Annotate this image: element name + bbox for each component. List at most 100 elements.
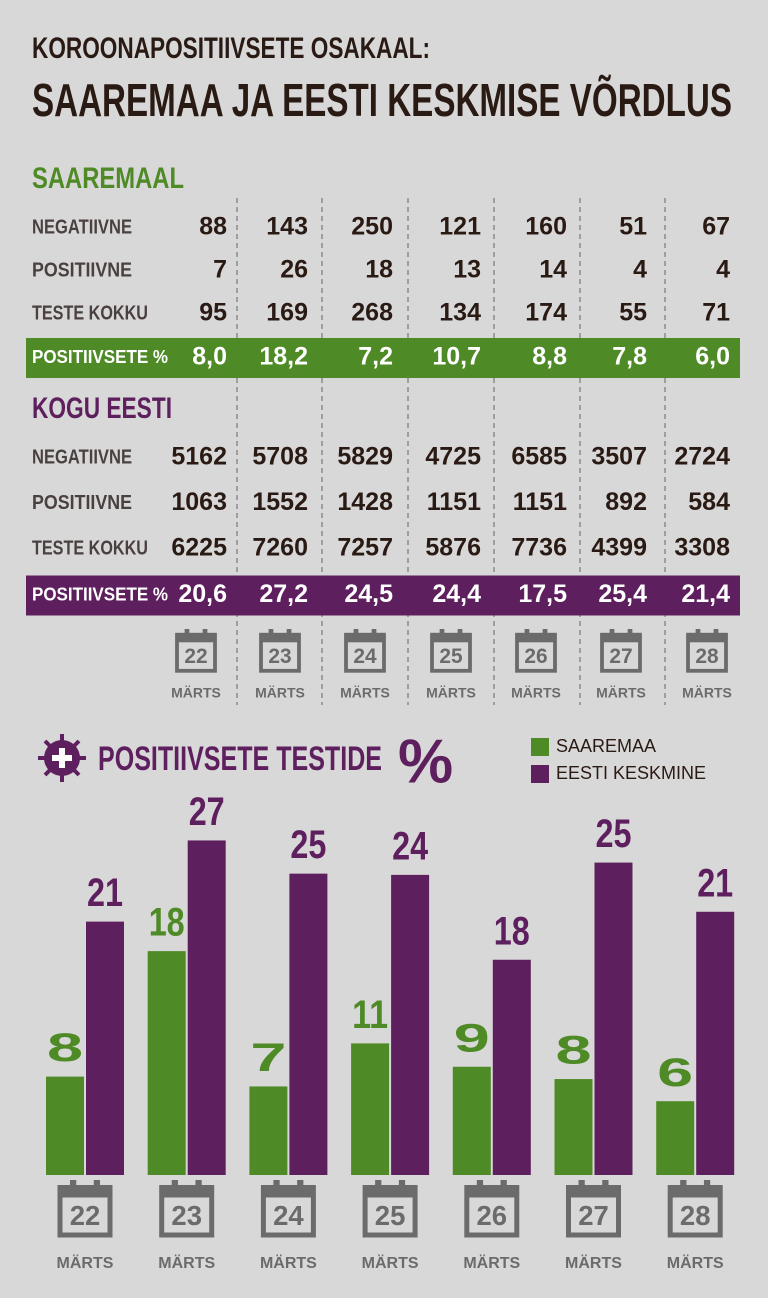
cell-value: 51: [619, 213, 647, 241]
cell-value: 1151: [513, 488, 567, 516]
cell-value: 160: [525, 213, 567, 241]
cell-value: 13: [453, 256, 481, 284]
bar: [187, 840, 226, 1175]
row-label: NEGATIIVNE: [32, 446, 132, 468]
calendar-date: 22: [184, 645, 207, 668]
cell-value: 250: [351, 213, 393, 241]
calendar-date: 27: [578, 1200, 609, 1231]
cell-value: 21,4: [681, 580, 730, 608]
calendar-date: 23: [171, 1200, 202, 1231]
row-label: POSITIIVSETE %: [32, 584, 168, 604]
calendar-ring: [476, 1180, 484, 1193]
calendar-month: MÄRTS: [171, 685, 221, 701]
calendar-icon: 28: [686, 629, 728, 673]
bar: [289, 873, 328, 1175]
row-label: NEGATIIVNE: [32, 216, 132, 238]
cell-value: 1552: [252, 488, 308, 516]
cell-value: 67: [702, 213, 730, 241]
calendar-top: [261, 634, 299, 643]
calendar-icon: 28: [667, 1180, 723, 1238]
calendar-ring: [703, 1180, 711, 1193]
cell-value: 3308: [674, 534, 730, 562]
calendar-icon: 27: [600, 629, 642, 673]
calendar-ring: [297, 1180, 304, 1193]
calendar-icon: 23: [259, 629, 301, 673]
cell-value: 27,2: [259, 580, 308, 608]
calendar-ring: [286, 629, 292, 639]
virus-icon: [38, 734, 86, 782]
cell-value: 88: [199, 213, 227, 241]
cell-value: 25,4: [598, 580, 647, 608]
table-title: SAAREMAAL: [32, 162, 184, 195]
calendar-date: 25: [375, 1200, 406, 1231]
cell-value: 5162: [171, 443, 227, 471]
bar-label: 11: [352, 993, 388, 1037]
calendar-ring: [70, 1180, 77, 1193]
cell-value: 1151: [427, 488, 481, 516]
calendar-icon: 24: [344, 629, 386, 673]
calendar-date: 24: [353, 645, 377, 668]
bar: [656, 1101, 695, 1175]
cell-value: 18,2: [259, 343, 308, 371]
cell-value: 7,2: [358, 343, 393, 371]
cell-value: 134: [439, 299, 481, 327]
bar: [249, 1086, 288, 1175]
bar: [452, 1066, 491, 1175]
cell-value: 892: [605, 488, 647, 516]
calendar-ring: [542, 629, 548, 639]
calendar-ring: [273, 1180, 280, 1193]
calendar-ring: [524, 629, 530, 639]
calendar-ring: [578, 1180, 585, 1193]
calendar-top: [517, 634, 555, 643]
calendar-ring: [500, 1180, 507, 1193]
calendar-date: 23: [268, 645, 291, 668]
cell-value: 174: [525, 299, 567, 327]
calendar-icon: 25: [430, 629, 472, 673]
calendar-icon: 27: [566, 1180, 621, 1238]
cell-value: 3507: [591, 443, 647, 471]
cell-value: 268: [351, 299, 393, 327]
calendar-ring: [184, 629, 190, 639]
calendar-ring: [195, 1180, 202, 1193]
cell-value: 121: [439, 213, 481, 241]
bar-label: 8: [47, 1026, 83, 1070]
cell-value: 24,4: [432, 580, 481, 608]
cell-value: 4725: [425, 443, 481, 471]
calendar-top: [365, 1187, 416, 1198]
bar: [696, 911, 735, 1175]
bar-label: 18: [494, 909, 530, 953]
calendar-month: MÄRTS: [596, 685, 646, 701]
cell-value: 24,5: [344, 580, 393, 608]
cell-value: 14: [539, 256, 567, 284]
cell-value: 8,8: [532, 343, 567, 371]
bar-label: 21: [87, 871, 123, 915]
calendar-top: [263, 1187, 314, 1198]
calendar-icon: 22: [57, 1180, 113, 1238]
cell-value: 169: [266, 299, 308, 327]
calendar-month: MÄRTS: [667, 1254, 724, 1272]
cell-value: 6585: [511, 443, 567, 471]
calendar-month: MÄRTS: [463, 1254, 520, 1272]
bar-label: 8: [556, 1029, 592, 1073]
cell-value: 7: [213, 256, 227, 284]
cell-value: 6,0: [695, 343, 730, 371]
bar: [391, 874, 430, 1175]
calendar-icon: 24: [260, 1180, 316, 1238]
bar-label: 27: [189, 790, 225, 834]
calendar-month: MÄRTS: [565, 1254, 622, 1272]
table-title: KOGU EESTI: [32, 392, 172, 425]
calendar-icon: 25: [362, 1180, 418, 1238]
calendar-ring: [268, 629, 274, 639]
bar: [147, 951, 186, 1175]
cell-value: 7,8: [612, 343, 647, 371]
calendar-date: 26: [477, 1200, 508, 1231]
cell-value: 5708: [252, 443, 308, 471]
bar: [46, 1076, 84, 1175]
calendar-ring: [602, 1180, 609, 1193]
cell-value: 7736: [511, 534, 567, 562]
row-label: TESTE KOKKU: [32, 302, 148, 324]
header-subtitle: SAAREMAA JA EESTI KESKMISE VÕRDLUS: [32, 74, 732, 126]
calendar-month: MÄRTS: [260, 1254, 317, 1272]
legend-swatch: [531, 738, 549, 756]
bar: [492, 959, 531, 1175]
